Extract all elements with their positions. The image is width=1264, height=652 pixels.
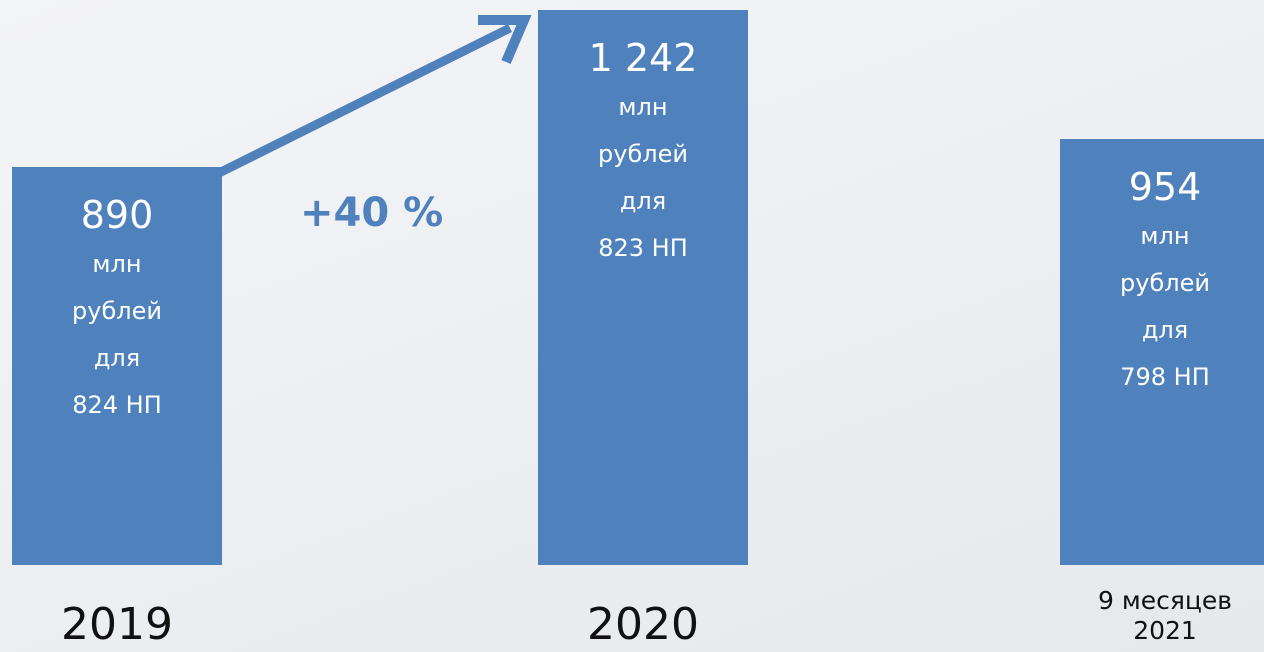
detail-line: рублей: [1120, 268, 1210, 297]
category-label: 2019: [61, 599, 173, 650]
detail-line: млн: [618, 93, 668, 121]
detail-line: для: [619, 187, 667, 215]
bar: 1 242 млн рублей для 823 НП: [538, 10, 748, 565]
bar: 954 млн рублей для 798 НП: [1060, 138, 1264, 565]
value-label: 1 242: [588, 36, 698, 80]
growth-annotation: +40 %: [300, 190, 444, 236]
detail-line: 824 НП: [72, 391, 162, 420]
value-label: 954: [1128, 164, 1202, 209]
detail-line: 798 НП: [1120, 362, 1210, 391]
arrow-head: [478, 15, 532, 64]
value-label: 890: [80, 193, 154, 238]
bar: 890 млн рублей для 824 НП: [12, 167, 222, 565]
category-label: 9 месяцев 2021: [1097, 586, 1232, 645]
detail-line: рублей: [72, 297, 162, 326]
detail-line: для: [1141, 315, 1189, 344]
detail-line: 823 НП: [598, 234, 688, 262]
detail-line: млн: [92, 250, 142, 279]
detail-line: рублей: [598, 140, 688, 168]
detail-line: для: [93, 344, 141, 373]
category-label: 2020: [587, 599, 699, 650]
detail-line: млн: [1140, 221, 1190, 250]
growth-arrow: [212, 23, 513, 180]
